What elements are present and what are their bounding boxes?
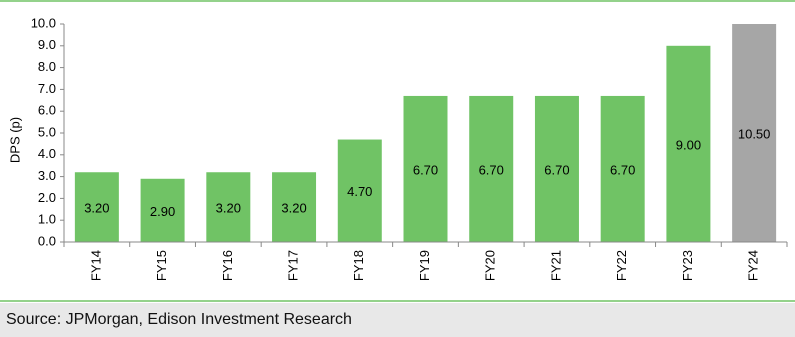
x-tick-label: FY23	[680, 250, 695, 281]
value-label: 6.70	[610, 162, 635, 177]
bar	[403, 95, 448, 242]
bar	[600, 95, 645, 242]
chart: DPS (p) 0.0 1.0 2.0 3.0 4.0 5.0 6.0 7.0 8.0 9.0 10…	[0, 0, 795, 302]
bar	[206, 172, 251, 242]
value-label: 2.90	[150, 204, 175, 219]
value-label: 3.20	[216, 201, 241, 216]
y-tick-label: 5.0	[38, 124, 56, 139]
bar	[140, 178, 185, 242]
bar	[469, 95, 514, 242]
value-label: 4.70	[347, 184, 372, 199]
y-tick-label: 6.0	[38, 103, 56, 118]
x-tick-label: FY15	[154, 250, 169, 281]
source: Source: JPMorgan, Edison Investment Rese…	[0, 303, 795, 337]
y-tick-label: 7.0	[38, 81, 56, 96]
bar	[74, 172, 119, 242]
x-tick-label: FY17	[285, 250, 300, 281]
y-tick-label: 0.0	[38, 233, 56, 248]
x-tick-label: FY18	[351, 250, 366, 281]
value-label: 6.70	[413, 162, 438, 177]
bar	[337, 139, 382, 242]
value-label: 9.00	[676, 137, 701, 152]
y-axis-title: DPS (p)	[7, 117, 22, 163]
bar	[666, 45, 711, 242]
y-tick-label: 3.0	[38, 168, 56, 183]
value-label: 3.20	[84, 201, 109, 216]
value-label: 10.50	[738, 126, 771, 141]
x-tick-label: FY22	[614, 250, 629, 281]
bar	[534, 95, 579, 242]
x-tick-label: FY14	[88, 250, 103, 281]
y-tick-label: 2.0	[38, 190, 56, 205]
value-label: 6.70	[544, 162, 569, 177]
y-tick-label: 4.0	[38, 146, 56, 161]
x-tick-label: FY20	[483, 250, 498, 281]
bar	[272, 172, 317, 242]
y-tick-label: 10.0	[31, 15, 56, 30]
x-tick-label: FY16	[220, 250, 235, 281]
value-label: 6.70	[479, 162, 504, 177]
y-tick-label: 1.0	[38, 212, 56, 227]
bars	[74, 24, 777, 242]
x-tick-label: FY24	[746, 250, 761, 281]
x-tick-label: FY21	[548, 250, 563, 281]
value-label: 3.20	[281, 201, 306, 216]
y-tick-label: 9.0	[38, 37, 56, 52]
y-tick-label: 8.0	[38, 59, 56, 74]
x-tick-label: FY19	[417, 250, 432, 281]
bar	[732, 24, 777, 242]
